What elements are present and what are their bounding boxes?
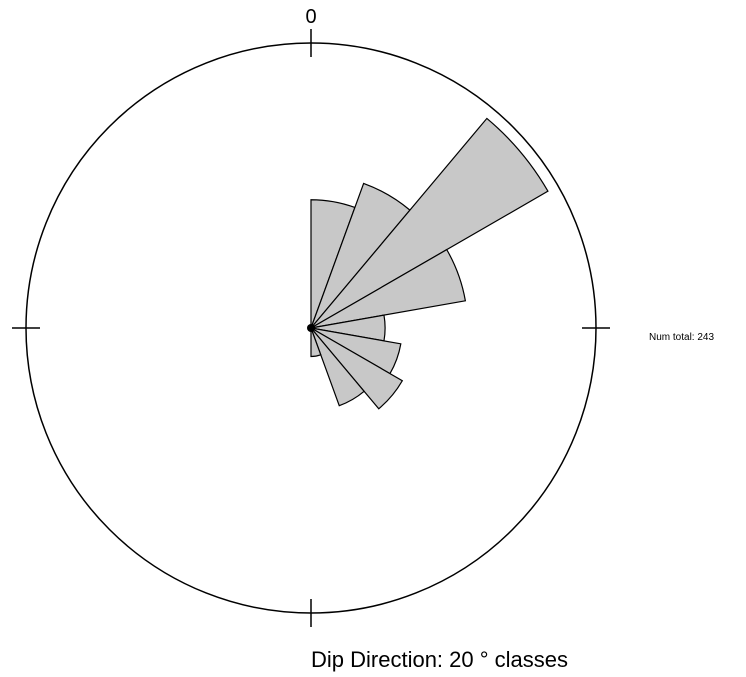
rose-petal-140-160 [310, 327, 365, 407]
petal-group [310, 117, 549, 410]
north-tick-label: 0 [305, 6, 316, 28]
center-dot [307, 324, 315, 332]
rose-petal-160-180 [310, 327, 322, 358]
rose-petal-120-140 [310, 327, 404, 410]
rose-petal-40-60 [310, 117, 549, 329]
num-total-label: Num total: 243 [649, 332, 714, 343]
chart-caption: Dip Direction: 20 ° classes [311, 647, 568, 672]
rose-petal-60-80 [310, 248, 467, 329]
